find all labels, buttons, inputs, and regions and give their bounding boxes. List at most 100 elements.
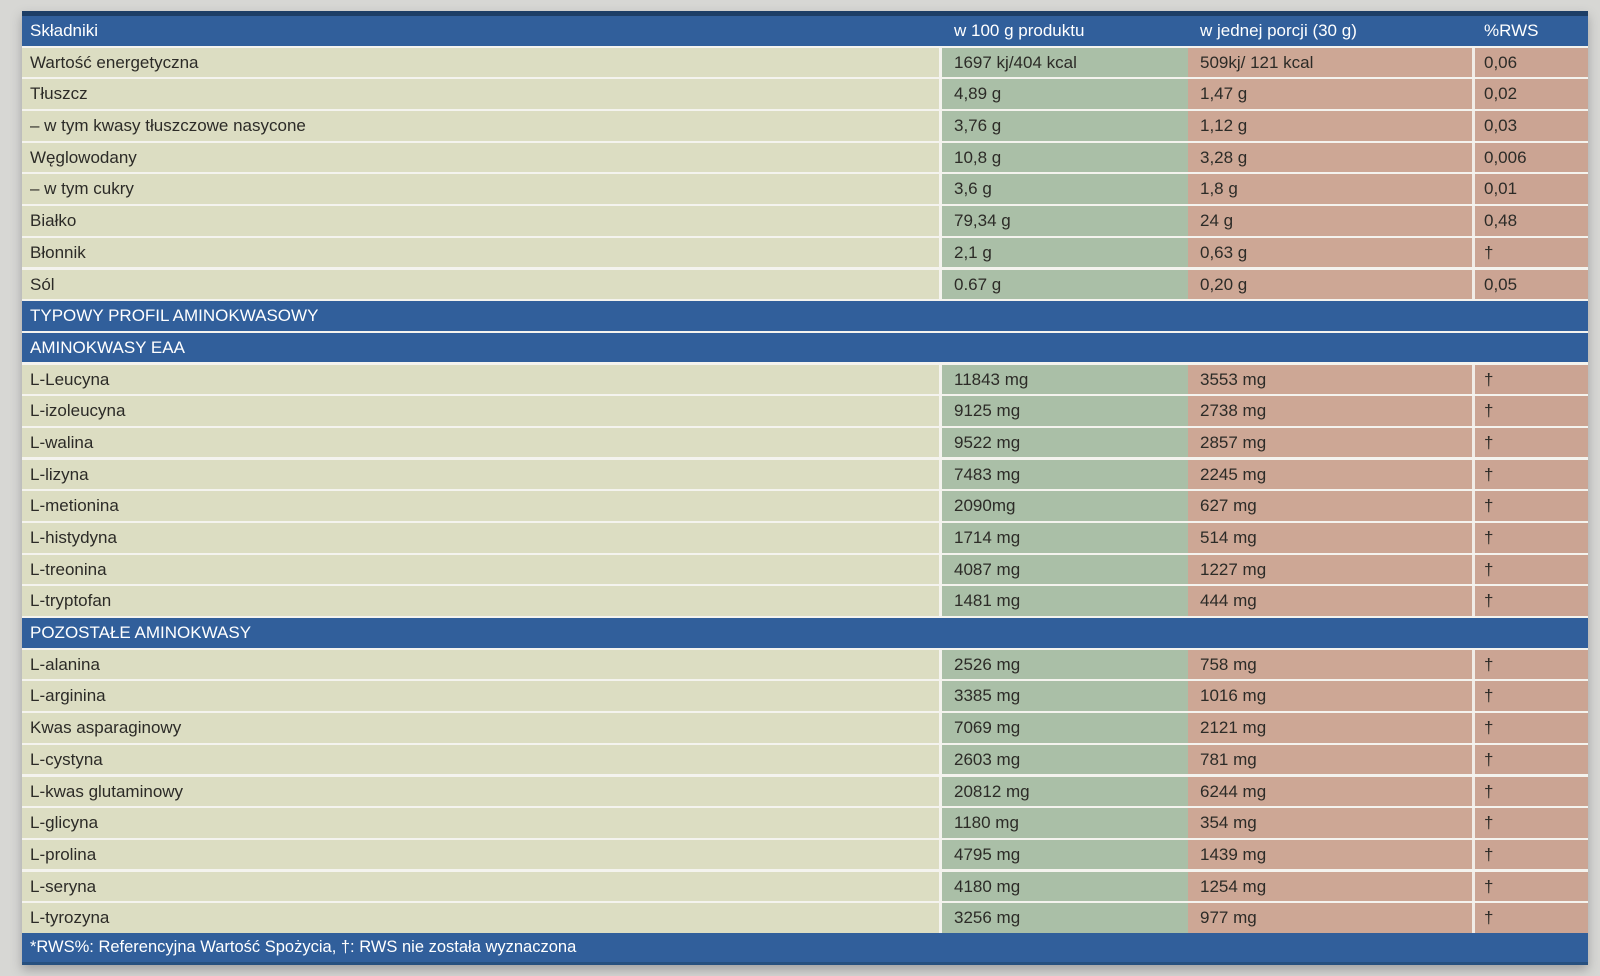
per-serving-cell: 354 mg [1188, 808, 1475, 838]
per-100g-cell: 20812 mg [942, 776, 1188, 806]
nutrient-row: L-metionina 2090mg 627 mg † [22, 491, 1588, 521]
table-header-row: Składniki w 100 g produktu w jednej porc… [22, 16, 1588, 46]
nutrient-name-cell: Białko [22, 206, 942, 236]
nutrition-table: Składniki w 100 g produktu w jednej porc… [22, 11, 1588, 966]
nutrient-row: L-tyrozyna 3256 mg 977 mg † [22, 903, 1588, 933]
rws-cell: 0,02 [1475, 79, 1588, 109]
nutrient-name-cell: L-glicyna [22, 808, 942, 838]
nutrient-row: L-histydyna 1714 mg 514 mg † [22, 523, 1588, 553]
per-serving-cell: 3553 mg [1188, 364, 1475, 395]
nutrient-row: L-lizyna 7483 mg 2245 mg † [22, 459, 1588, 490]
per-100g-cell: 4180 mg [942, 871, 1188, 902]
rws-cell: 0,06 [1475, 47, 1588, 78]
nutrient-name-cell: Tłuszcz [22, 79, 942, 109]
nutrient-name-cell: L-tyrozyna [22, 903, 942, 933]
per-100g-cell: 1697 kj/404 kcal [942, 47, 1188, 78]
table-body: Wartość energetyczna 1697 kj/404 kcal 50… [22, 47, 1588, 933]
nutrient-name-cell: L-tryptofan [22, 586, 942, 616]
rws-cell: † [1475, 776, 1588, 806]
per-100g-cell: 3,6 g [942, 174, 1188, 204]
per-serving-cell: 514 mg [1188, 523, 1475, 553]
per-serving-cell: 2245 mg [1188, 459, 1475, 490]
nutrient-row: L-izoleucyna 9125 mg 2738 mg † [22, 396, 1588, 426]
nutrient-name-cell: L-prolina [22, 839, 942, 870]
section-header-bar: POZOSTAŁE AMINOKWASY [22, 618, 1588, 648]
nutrient-row: L-walina 9522 mg 2857 mg † [22, 427, 1588, 458]
nutrient-row: Białko 79,34 g 24 g 0,48 [22, 206, 1588, 236]
rws-cell: † [1475, 586, 1588, 616]
nutrient-row: Tłuszcz 4,89 g 1,47 g 0,02 [22, 79, 1588, 109]
rws-cell: † [1475, 491, 1588, 521]
nutrient-row: Kwas asparaginowy 7069 mg 2121 mg † [22, 713, 1588, 743]
nutrient-row: L-kwas glutaminowy 20812 mg 6244 mg † [22, 776, 1588, 806]
per-100g-cell: 2603 mg [942, 744, 1188, 775]
per-100g-cell: 9522 mg [942, 427, 1188, 458]
nutrient-row: L-arginina 3385 mg 1016 mg † [22, 681, 1588, 711]
rws-cell: † [1475, 649, 1588, 680]
rws-cell: 0,48 [1475, 206, 1588, 236]
per-100g-cell: 11843 mg [942, 364, 1188, 395]
rws-cell: 0,006 [1475, 142, 1588, 173]
nutrient-row: – w tym kwasy tłuszczowe nasycone 3,76 g… [22, 111, 1588, 141]
column-header-ingredients: Składniki [30, 21, 99, 40]
per-serving-cell: 1,47 g [1188, 79, 1475, 109]
rws-cell: † [1475, 871, 1588, 902]
per-100g-cell: 7483 mg [942, 459, 1188, 490]
per-serving-cell: 444 mg [1188, 586, 1475, 616]
per-100g-cell: 3385 mg [942, 681, 1188, 711]
per-serving-cell: 1439 mg [1188, 839, 1475, 870]
per-100g-cell: 7069 mg [942, 713, 1188, 743]
nutrient-name-cell: L-seryna [22, 871, 942, 902]
per-serving-cell: 627 mg [1188, 491, 1475, 521]
nutrient-row: L-glicyna 1180 mg 354 mg † [22, 808, 1588, 838]
nutrient-row: L-prolina 4795 mg 1439 mg † [22, 839, 1588, 870]
rws-cell: 0,03 [1475, 111, 1588, 141]
per-serving-cell: 1016 mg [1188, 681, 1475, 711]
per-serving-cell: 0,63 g [1188, 237, 1475, 268]
nutrient-name-cell: L-lizyna [22, 459, 942, 490]
rws-cell: † [1475, 459, 1588, 490]
per-100g-cell: 2526 mg [942, 649, 1188, 680]
nutrient-name-cell: L-histydyna [22, 523, 942, 553]
per-100g-cell: 9125 mg [942, 396, 1188, 426]
per-serving-cell: 2738 mg [1188, 396, 1475, 426]
nutrient-name-cell: L-izoleucyna [22, 396, 942, 426]
per-serving-cell: 1254 mg [1188, 871, 1475, 902]
per-100g-cell: 0.67 g [942, 269, 1188, 299]
rws-cell: † [1475, 681, 1588, 711]
rws-cell: † [1475, 427, 1588, 458]
nutrient-name-cell: L-treonina [22, 554, 942, 585]
nutrient-name-cell: L-alanina [22, 649, 942, 680]
per-100g-cell: 1714 mg [942, 523, 1188, 553]
nutrient-name-cell: Kwas asparaginowy [22, 713, 942, 743]
nutrient-row: Węglowodany 10,8 g 3,28 g 0,006 [22, 142, 1588, 173]
nutrient-name-cell: L-cystyna [22, 744, 942, 775]
nutrient-row: Błonnik 2,1 g 0,63 g † [22, 237, 1588, 268]
rws-cell: † [1475, 903, 1588, 933]
nutrient-row: L-alanina 2526 mg 758 mg † [22, 649, 1588, 680]
per-serving-cell: 2857 mg [1188, 427, 1475, 458]
rws-cell: † [1475, 554, 1588, 585]
per-100g-cell: 2090mg [942, 491, 1188, 521]
nutrient-row: Wartość energetyczna 1697 kj/404 kcal 50… [22, 47, 1588, 78]
per-serving-cell: 0,20 g [1188, 269, 1475, 299]
per-serving-cell: 509kj/ 121 kcal [1188, 47, 1475, 78]
per-100g-cell: 10,8 g [942, 142, 1188, 173]
rws-cell: † [1475, 523, 1588, 553]
column-header-per-100g: w 100 g produktu [954, 21, 1085, 40]
per-serving-cell: 6244 mg [1188, 776, 1475, 806]
rws-cell: † [1475, 839, 1588, 870]
nutrient-row: L-treonina 4087 mg 1227 mg † [22, 554, 1588, 585]
per-100g-cell: 2,1 g [942, 237, 1188, 268]
nutrient-name-cell: Wartość energetyczna [22, 47, 942, 78]
per-serving-cell: 3,28 g [1188, 142, 1475, 173]
per-100g-cell: 1180 mg [942, 808, 1188, 838]
nutrient-row: L-seryna 4180 mg 1254 mg † [22, 871, 1588, 902]
rws-cell: 0,01 [1475, 174, 1588, 204]
nutrient-name-cell: L-arginina [22, 681, 942, 711]
nutrient-row: Sól 0.67 g 0,20 g 0,05 [22, 269, 1588, 299]
rws-cell: † [1475, 364, 1588, 395]
nutrient-row: L-tryptofan 1481 mg 444 mg † [22, 586, 1588, 616]
nutrient-row: L-Leucyna 11843 mg 3553 mg † [22, 364, 1588, 395]
section-header-bar: AMINOKWASY EAA [22, 332, 1588, 363]
